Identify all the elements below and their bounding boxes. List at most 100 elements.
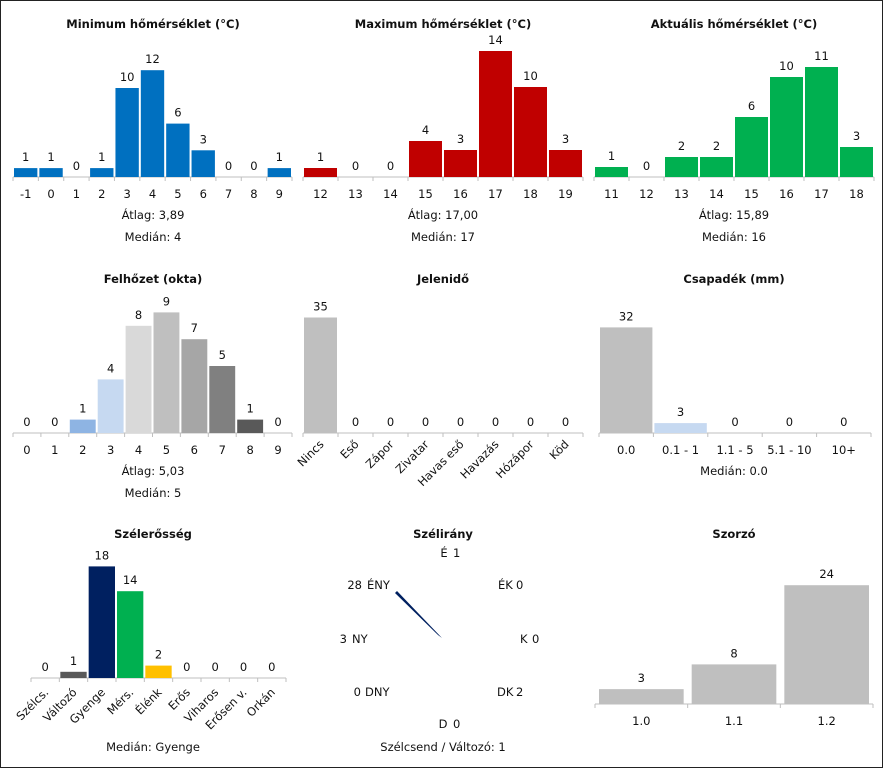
wspd-title: Szélerősség	[114, 527, 192, 541]
act-stat: Átlag: 15,89	[699, 207, 769, 222]
max-bar	[514, 87, 547, 177]
wdir-arrow	[395, 591, 442, 638]
cloud-bar	[97, 379, 124, 433]
wdir-direction-count: 0	[354, 685, 361, 699]
wx-tick-label: Hózápor	[493, 437, 537, 481]
max-bar	[444, 150, 477, 177]
wspd-data-label: 14	[123, 573, 138, 587]
precip-tick-label: 1.1 - 5	[716, 443, 753, 457]
cloud-data-label: 0	[23, 415, 30, 429]
min-tick-label: 6	[200, 187, 207, 201]
cloud-tick-label: 9	[274, 443, 281, 457]
mult-bar	[599, 689, 684, 704]
cloud-tick-label: 6	[191, 443, 198, 457]
wx-bar	[304, 317, 337, 433]
min-data-label: 6	[174, 106, 181, 120]
act-bar	[805, 67, 838, 177]
act-tick-label: 17	[814, 187, 829, 201]
max-data-label: 14	[488, 33, 503, 47]
cloud-data-label: 0	[274, 415, 281, 429]
precip-tick-label: 0.1 - 1	[662, 443, 699, 457]
cloud-tick-label: 5	[163, 443, 170, 457]
min-tick-label: 5	[174, 187, 181, 201]
wx-data-label: 0	[562, 415, 569, 429]
min-data-label: 0	[250, 159, 257, 173]
wspd-data-label: 0	[212, 660, 219, 674]
cloud-bar	[69, 419, 96, 433]
cloud-data-label: 8	[135, 308, 142, 322]
cloud-bar	[153, 312, 180, 433]
precip-data-label: 0	[731, 415, 738, 429]
min-data-label: 1	[22, 150, 29, 164]
min-bar	[140, 70, 165, 177]
precip-title: Csapadék (mm)	[683, 272, 784, 286]
wspd-data-label: 0	[240, 660, 247, 674]
act-tick-label: 14	[709, 187, 724, 201]
max-data-label: 0	[387, 159, 394, 173]
min-data-label: 12	[145, 52, 160, 66]
min-tick-label: -1	[20, 187, 31, 201]
cloud-bar	[125, 325, 152, 433]
act-data-label: 1	[608, 149, 615, 163]
min-title: Minimum hőmérséklet (°C)	[66, 17, 239, 31]
wx-tick-label: Nincs	[295, 437, 327, 469]
precip-bar	[600, 327, 653, 433]
act-bar	[595, 167, 628, 177]
mult-bar	[784, 585, 869, 704]
min-bar	[166, 123, 190, 177]
wx-data-label: 0	[527, 415, 534, 429]
act-bar	[840, 147, 873, 177]
max-data-label: 4	[422, 123, 429, 137]
min-stat: Medián: 4	[125, 230, 182, 244]
wx-data-label: 0	[457, 415, 464, 429]
mult-title: Szorzó	[712, 527, 755, 541]
cloud-data-label: 1	[246, 402, 253, 416]
wspd-tick-label: Élénk	[132, 684, 165, 717]
max-bar	[479, 51, 512, 177]
wx-data-label: 35	[313, 300, 328, 314]
min-bar	[267, 168, 291, 177]
min-tick-label: 4	[149, 187, 156, 201]
cloud-data-label: 5	[219, 348, 226, 362]
wspd-stat: Medián: Gyenge	[106, 740, 200, 754]
cloud-tick-label: 7	[219, 443, 226, 457]
max-tick-label: 16	[453, 187, 468, 201]
cloud-bar	[181, 339, 208, 433]
cloud-tick-label: 0	[23, 443, 30, 457]
cloud-bar	[237, 419, 264, 433]
act-bar	[665, 157, 698, 177]
min-tick-label: 8	[250, 187, 257, 201]
max-bar	[304, 168, 337, 177]
wspd-data-label: 0	[183, 660, 190, 674]
mult-tick-label: 1.2	[818, 714, 836, 728]
act-bar	[735, 117, 768, 177]
act-data-label: 2	[678, 139, 685, 153]
precip-data-label: 32	[619, 309, 634, 323]
wdir-direction-label: ÉNY	[367, 577, 391, 592]
act-tick-label: 16	[779, 187, 794, 201]
wdir-direction-label: NY	[352, 632, 369, 646]
wdir-footer: Szélcsend / Változó: 1	[380, 740, 505, 754]
wdir-direction-count: 0	[453, 717, 460, 731]
wdir-direction-count: 3	[340, 632, 347, 646]
wspd-bar	[117, 591, 144, 678]
wspd-data-label: 1	[70, 654, 77, 668]
wx-data-label: 0	[422, 415, 429, 429]
wdir-direction-label: DK	[497, 685, 514, 699]
wdir-direction-count: 1	[453, 546, 460, 560]
wdir-title: Szélirány	[413, 527, 473, 541]
wspd-data-label: 18	[95, 548, 110, 562]
wdir-direction-label: DNY	[365, 685, 390, 699]
min-bar	[39, 168, 63, 177]
min-tick-label: 2	[98, 187, 105, 201]
max-tick-label: 18	[523, 187, 538, 201]
max-bar	[409, 141, 442, 177]
max-tick-label: 15	[418, 187, 433, 201]
min-bar	[90, 168, 114, 177]
precip-tick-label: 10+	[832, 443, 856, 457]
precip-tick-label: 0.0	[617, 443, 635, 457]
mult-data-label: 24	[819, 567, 834, 581]
cloud-data-label: 0	[51, 415, 58, 429]
max-tick-label: 12	[313, 187, 328, 201]
